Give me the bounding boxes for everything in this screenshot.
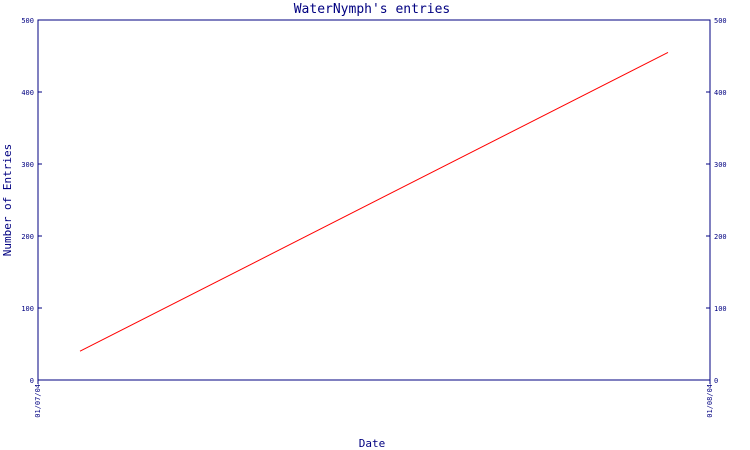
chart-title: WaterNymph's entries — [294, 2, 451, 17]
y-tick-label-left: 0 — [30, 377, 34, 385]
series-layer — [79, 51, 669, 352]
y-tick-label-right: 300 — [714, 161, 727, 169]
plot-area-frame — [37, 19, 711, 381]
y-tick-label-left: 400 — [21, 89, 34, 97]
y-axis-label: Number of Entries — [1, 144, 14, 257]
y-tick-label-right: 100 — [714, 305, 727, 313]
y-axis-right-ticks: 0 100 200 300 400 500 — [706, 17, 727, 385]
y-tick-label-left: 200 — [21, 233, 34, 241]
x-tick-label: 01/08/04 — [706, 384, 714, 418]
y-axis-left-ticks: 0 100 200 300 400 500 — [21, 17, 42, 385]
series-line — [79, 51, 669, 352]
y-tick-label-left: 300 — [21, 161, 34, 169]
x-tick-label: 01/07/04 — [34, 384, 42, 418]
x-axis-ticks: 01/07/04 01/08/04 — [34, 380, 714, 418]
y-tick-label-left: 500 — [21, 17, 34, 25]
y-tick-label-right: 400 — [714, 89, 727, 97]
y-tick-label-right: 0 — [714, 377, 718, 385]
y-tick-label-right: 200 — [714, 233, 727, 241]
y-tick-label-right: 500 — [714, 17, 727, 25]
x-axis-label: Date — [359, 437, 386, 450]
y-tick-label-left: 100 — [21, 305, 34, 313]
